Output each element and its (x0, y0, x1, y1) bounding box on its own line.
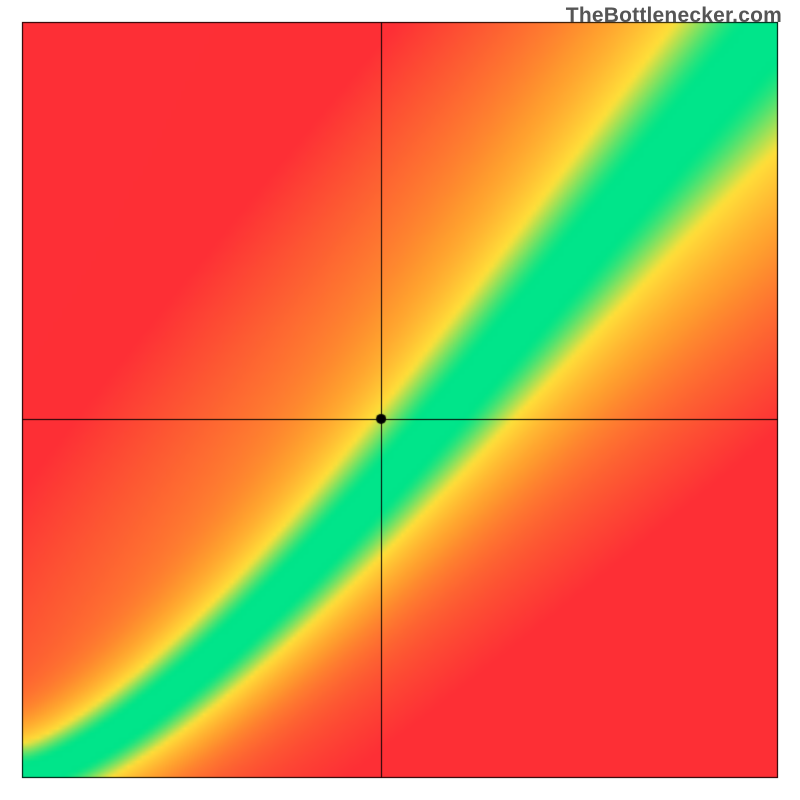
chart-container: TheBottlenecker.com (0, 0, 800, 800)
watermark-text: TheBottlenecker.com (566, 4, 782, 28)
bottleneck-heatmap (22, 22, 778, 778)
